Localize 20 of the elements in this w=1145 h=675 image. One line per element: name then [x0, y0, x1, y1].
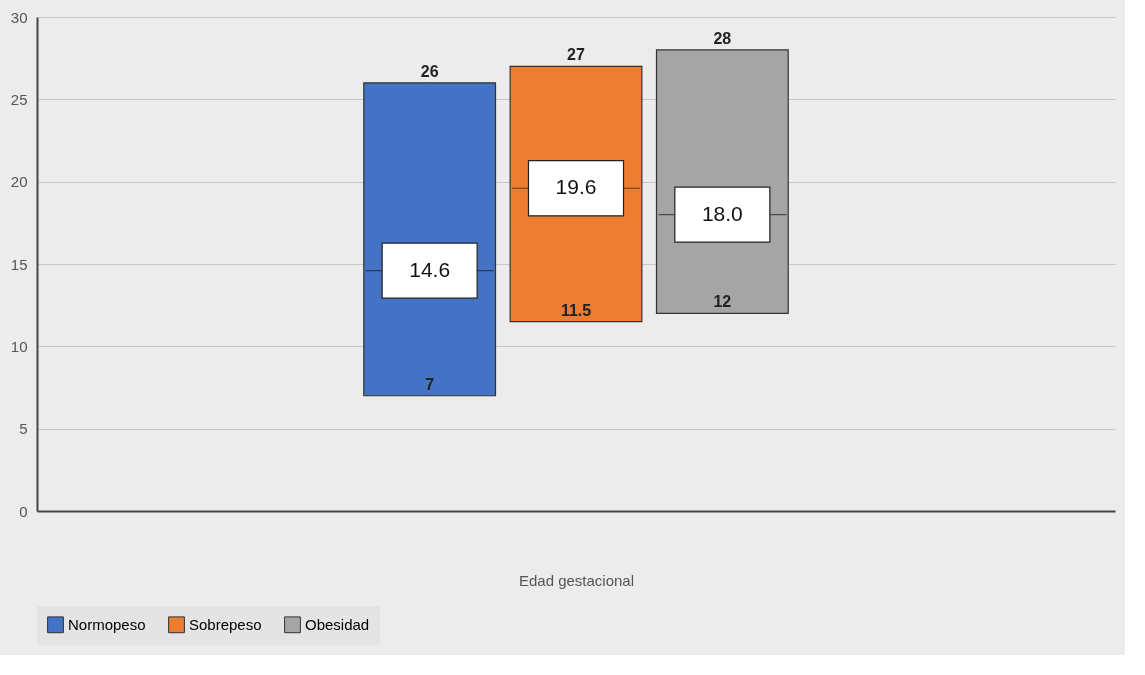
annotation: 12 [713, 293, 732, 311]
annotation: 19.6 [555, 175, 597, 199]
legend-label: Obesidad [305, 615, 370, 633]
y-tick-label: 25 [10, 90, 28, 108]
annotation: 27 [567, 46, 585, 64]
annotation: 18.0 [701, 201, 743, 225]
annotation: 14.6 [409, 257, 451, 281]
legend-label: Sobrepeso [189, 615, 262, 633]
annotation: 28 [713, 29, 732, 47]
annotation: 26 [420, 62, 439, 80]
y-tick-label: 5 [19, 420, 28, 438]
y-tick-label: 20 [10, 173, 28, 191]
legend-label: Normopeso [68, 615, 146, 633]
y-tick-label: 0 [19, 502, 28, 520]
y-tick-label: 30 [10, 8, 28, 26]
annotation: 7 [425, 375, 435, 393]
y-tick-label: 10 [10, 337, 28, 355]
y-tick-label: 15 [10, 255, 28, 273]
x-axis-title: Edad gestacional [518, 571, 635, 589]
annotation: 11.5 [560, 301, 592, 319]
